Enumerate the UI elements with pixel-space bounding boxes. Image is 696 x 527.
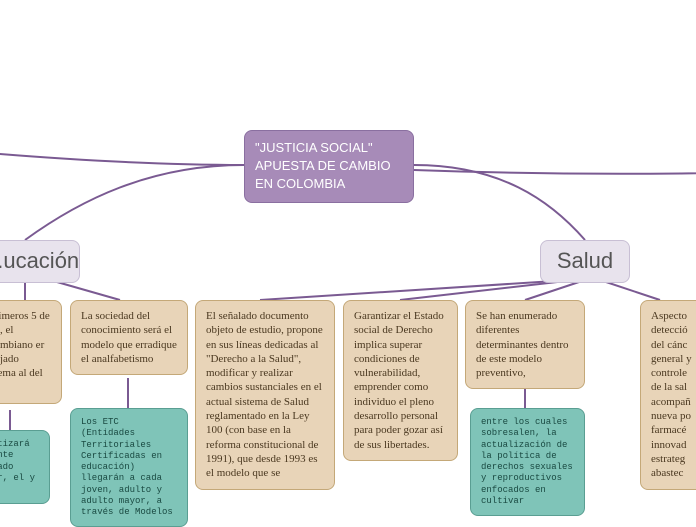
root-label: "JUSTICIA SOCIAL" APUESTA DE CAMBIO EN C… [255,140,391,191]
category-node[interactable]: Salud [540,240,630,283]
sub-detail-node[interactable]: Los ETC (Entidades Territoriales Certifi… [70,408,188,527]
detail-node[interactable]: La sociedad del conocimiento será el mod… [70,300,188,375]
detail-text: El señalado documento objeto de estudio,… [206,310,323,479]
category-label: ...ucación [0,248,79,273]
detail-text: La sociedad del conocimiento será el mod… [81,310,177,365]
detail-text: Aspecto detecció del cánc general y cont… [651,310,692,479]
sub-detail-node[interactable]: entre los cuales sobresalen, la actualiz… [470,408,585,516]
detail-node[interactable]: ...primeros 5 de vida, el colombiano er … [0,300,62,404]
sub-detail-text: entre los cuales sobresalen, la actualiz… [481,417,573,506]
category-label: Salud [557,248,613,273]
detail-text: ...primeros 5 de vida, el colombiano er … [0,310,50,393]
sub-detail-text: Los ETC (Entidades Territoriales Certifi… [81,417,173,517]
detail-node[interactable]: El señalado documento objeto de estudio,… [195,300,335,490]
detail-node[interactable]: Garantizar el Estado social de Derecho i… [343,300,458,461]
detail-node[interactable]: Se han enumerado diferentes determinante… [465,300,585,389]
detail-text: Garantizar el Estado social de Derecho i… [354,310,444,451]
mindmap-canvas: "JUSTICIA SOCIAL" APUESTA DE CAMBIO EN C… [0,0,696,520]
category-node[interactable]: ...ucación [0,240,80,283]
sub-detail-node[interactable]: le tizará un nte basado Amor, el y la [0,430,50,504]
root-node[interactable]: "JUSTICIA SOCIAL" APUESTA DE CAMBIO EN C… [244,130,414,203]
detail-node[interactable]: Aspecto detecció del cánc general y cont… [640,300,696,490]
detail-text: Se han enumerado diferentes determinante… [476,310,569,379]
sub-detail-text: le tizará un nte basado Amor, el y la [0,439,35,494]
